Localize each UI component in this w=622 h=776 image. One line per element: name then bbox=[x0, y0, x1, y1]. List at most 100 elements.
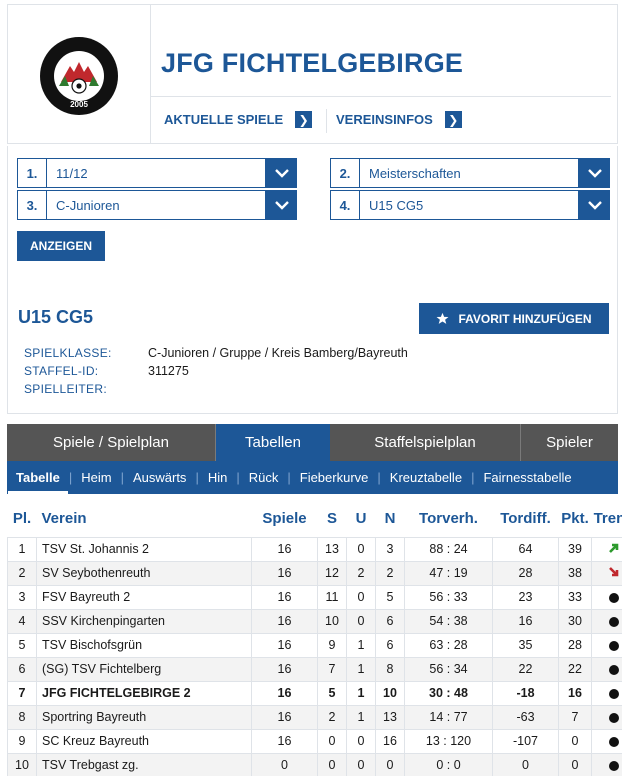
cell-points: 0 bbox=[558, 728, 592, 754]
cell-wins: 9 bbox=[317, 632, 347, 658]
chevron-down-icon[interactable] bbox=[579, 158, 610, 188]
cell-draws: 0 bbox=[346, 536, 376, 562]
col-header-wins: S bbox=[317, 500, 347, 537]
competition-select[interactable]: 2. Meisterschaften bbox=[330, 158, 610, 188]
cell-losses: 10 bbox=[375, 680, 405, 706]
cell-games: 16 bbox=[251, 608, 318, 634]
tab-schedule[interactable]: Spiele / Spielplan bbox=[7, 424, 216, 461]
cell-draws: 0 bbox=[346, 752, 376, 776]
cell-club[interactable]: JFG FICHTELGEBIRGE 2 bbox=[36, 680, 252, 706]
cell-trend bbox=[591, 704, 622, 730]
league-select[interactable]: 4. U15 CG5 bbox=[330, 190, 610, 220]
separator: | bbox=[120, 470, 124, 485]
cell-wins: 12 bbox=[317, 560, 347, 586]
cell-club[interactable]: TSV St. Johannis 2 bbox=[36, 536, 252, 562]
filter-number: 4. bbox=[330, 190, 360, 220]
filter-number: 3. bbox=[17, 190, 47, 220]
cell-points: 0 bbox=[558, 752, 592, 776]
cell-place: 2 bbox=[7, 560, 37, 586]
cell-goal-ratio: 0 : 0 bbox=[404, 752, 493, 776]
cell-club[interactable]: SSV Kirchenpingarten bbox=[36, 608, 252, 634]
add-favorite-label: FAVORIT HINZUFÜGEN bbox=[458, 311, 592, 326]
separator: | bbox=[195, 470, 199, 485]
trend-steady-icon bbox=[609, 712, 619, 723]
cell-club[interactable]: SC Kreuz Bayreuth bbox=[36, 728, 252, 754]
filter-number: 1. bbox=[17, 158, 47, 188]
subnav-fairness-table[interactable]: Fairnesstabelle bbox=[483, 470, 572, 485]
trend-steady-icon bbox=[609, 616, 619, 627]
chevron-down-icon[interactable] bbox=[266, 190, 297, 220]
main-tabs: Spiele / Spielplan Tabellen Staffelspiel… bbox=[7, 424, 618, 461]
cell-goal-diff: 16 bbox=[492, 608, 559, 634]
club-info-link[interactable]: VEREINSINFOS ❯ bbox=[336, 111, 462, 128]
separator: | bbox=[287, 470, 291, 485]
cell-points: 30 bbox=[558, 608, 592, 634]
cell-games: 16 bbox=[251, 680, 318, 706]
cell-games: 0 bbox=[251, 752, 318, 776]
col-header-trend: Trend bbox=[591, 500, 622, 537]
tab-tables[interactable]: Tabellen bbox=[216, 424, 330, 461]
cell-goal-diff: 22 bbox=[492, 656, 559, 682]
subnav-fever-curve[interactable]: Fieberkurve bbox=[299, 470, 369, 485]
cell-points: 28 bbox=[558, 632, 592, 658]
subnav-cross-table[interactable]: Kreuztabelle bbox=[389, 470, 463, 485]
cell-place: 3 bbox=[7, 584, 37, 610]
season-select[interactable]: 1. 11/12 bbox=[17, 158, 297, 188]
cell-points: 7 bbox=[558, 704, 592, 730]
cell-draws: 0 bbox=[346, 584, 376, 610]
col-header-losses: N bbox=[375, 500, 405, 537]
cell-club[interactable]: Sportring Bayreuth bbox=[36, 704, 252, 730]
info-label: SPIELKLASSE: bbox=[24, 346, 112, 360]
tab-players[interactable]: Spieler bbox=[546, 434, 593, 451]
cell-draws: 0 bbox=[346, 728, 376, 754]
cell-wins: 7 bbox=[317, 656, 347, 682]
cell-club[interactable]: FSV Bayreuth 2 bbox=[36, 584, 252, 610]
subnav-table[interactable]: Tabelle bbox=[16, 470, 60, 485]
cell-trend bbox=[591, 536, 622, 562]
cell-draws: 1 bbox=[346, 656, 376, 682]
chevron-down-icon[interactable] bbox=[579, 190, 610, 220]
cell-games: 16 bbox=[251, 536, 318, 562]
filter-panel: 1. 11/12 2. Meisterschaften 3. C-Juniore… bbox=[7, 146, 618, 414]
col-header-place: Pl. bbox=[7, 500, 37, 537]
logo-container: 2005 bbox=[8, 5, 151, 143]
table-row: 5 TSV Bischofsgrün 16 9 1 6 63 : 28 35 28 bbox=[7, 632, 622, 658]
cell-goal-diff: -63 bbox=[492, 704, 559, 730]
cell-losses: 0 bbox=[375, 752, 405, 776]
cell-club[interactable]: (SG) TSV Fichtelberg bbox=[36, 656, 252, 682]
subnav-home[interactable]: Heim bbox=[81, 470, 112, 485]
info-label: SPIELLEITER: bbox=[24, 382, 107, 396]
cell-club[interactable]: TSV Trebgast zg. bbox=[36, 752, 252, 776]
cell-trend bbox=[591, 632, 622, 658]
trend-steady-icon bbox=[609, 688, 619, 699]
col-header-games: Spiele bbox=[251, 500, 318, 537]
subnav-away[interactable]: Auswärts bbox=[132, 470, 187, 485]
subnav-second-half[interactable]: Rück bbox=[248, 470, 279, 485]
info-value: C-Junioren / Gruppe / Kreis Bamberg/Bayr… bbox=[148, 346, 408, 360]
chevron-down-icon[interactable] bbox=[266, 158, 297, 188]
cell-points: 16 bbox=[558, 680, 592, 706]
show-button[interactable]: ANZEIGEN bbox=[17, 231, 105, 261]
add-favorite-button[interactable]: FAVORIT HINZUFÜGEN bbox=[419, 303, 609, 334]
cell-goal-ratio: 63 : 28 bbox=[404, 632, 493, 658]
cell-club[interactable]: TSV Bischofsgrün bbox=[36, 632, 252, 658]
info-value: 311275 bbox=[148, 364, 189, 378]
cell-wins: 0 bbox=[317, 752, 347, 776]
tab-league-schedule[interactable]: Staffelspielplan bbox=[330, 424, 521, 461]
current-games-link[interactable]: AKTUELLE SPIELE ❯ bbox=[164, 111, 313, 128]
cell-place: 7 bbox=[7, 680, 37, 706]
subnav-first-half[interactable]: Hin bbox=[207, 470, 228, 485]
standings-body: 1 TSV St. Johannis 2 16 13 0 3 88 : 24 64 39 2 SV … bbox=[7, 536, 622, 776]
cell-place: 10 bbox=[7, 752, 37, 776]
col-header-draws: U bbox=[346, 500, 376, 537]
club-title: JFG FICHTELGEBIRGE bbox=[161, 48, 464, 78]
cell-points: 38 bbox=[558, 560, 592, 586]
cell-club[interactable]: SV Seybothenreuth bbox=[36, 560, 252, 586]
age-group-select[interactable]: 3. C-Junioren bbox=[17, 190, 297, 220]
col-header-club: Verein bbox=[36, 500, 252, 537]
table-row: 8 Sportring Bayreuth 16 2 1 13 14 : 77 -63 7 bbox=[7, 704, 622, 730]
cell-losses: 8 bbox=[375, 656, 405, 682]
club-info-label: VEREINSINFOS bbox=[336, 112, 433, 127]
cell-games: 16 bbox=[251, 704, 318, 730]
cell-games: 16 bbox=[251, 632, 318, 658]
